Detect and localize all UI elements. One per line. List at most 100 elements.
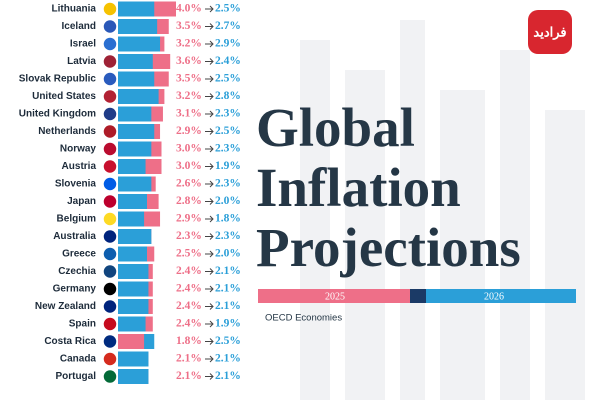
bar — [118, 36, 161, 52]
flag — [102, 351, 118, 367]
arrow — [205, 233, 214, 240]
arrow — [205, 40, 214, 48]
flag — [102, 106, 118, 122]
value-label: 2.3% — [215, 178, 241, 190]
country-label: Netherlands — [38, 126, 96, 137]
value-label: 2.6% — [176, 178, 202, 190]
bar — [118, 211, 145, 227]
bar — [118, 159, 146, 174]
value-label: 3.1% — [176, 108, 202, 120]
arrow — [205, 110, 214, 118]
value-label: 2.4% — [176, 318, 202, 330]
arrow — [205, 5, 214, 13]
arrow — [205, 355, 214, 363]
watermark-logo — [528, 10, 572, 54]
arrow — [205, 215, 214, 223]
flag — [102, 36, 118, 52]
arrow — [205, 163, 214, 170]
value-label: 2.5% — [215, 125, 241, 137]
bar — [118, 281, 149, 297]
flag — [102, 176, 118, 192]
arrow — [205, 338, 214, 345]
arrow — [205, 303, 214, 310]
bar — [118, 351, 149, 367]
value-label: 1.8% — [215, 213, 241, 225]
value-label: 2.4% — [176, 300, 202, 312]
legend-swatch — [412, 289, 576, 303]
value-label: 2.9% — [215, 38, 241, 50]
arrow — [205, 320, 214, 328]
flag — [102, 228, 118, 245]
flag — [102, 263, 118, 280]
value-label: 1.8% — [176, 335, 202, 347]
country-label: Spain — [69, 319, 96, 330]
country-label: Germany — [53, 284, 97, 295]
value-label: 2.3% — [215, 230, 241, 242]
bar — [118, 1, 155, 17]
bar — [118, 54, 153, 69]
value-label: 3.2% — [176, 38, 202, 50]
legend-label: 2025 — [325, 291, 345, 302]
value-label: 2.5% — [176, 248, 202, 260]
bar — [118, 176, 152, 192]
arrow — [205, 23, 214, 30]
value-label: 3.6% — [176, 55, 202, 67]
country-label: Australia — [53, 231, 96, 242]
legend-label: 2026 — [484, 291, 504, 302]
value-label: 2.3% — [215, 108, 241, 120]
value-label: 3.0% — [176, 160, 202, 172]
arrow — [205, 180, 214, 188]
bar — [118, 369, 149, 384]
flag — [102, 333, 118, 350]
country-label: Portugal — [55, 371, 96, 382]
country-label: Lithuania — [52, 4, 97, 15]
bar — [118, 229, 152, 244]
country-label: Czechia — [58, 266, 96, 277]
flag — [102, 158, 118, 175]
flag — [102, 193, 118, 210]
bar — [118, 19, 158, 34]
value-label: 2.3% — [215, 143, 241, 155]
arrow — [205, 58, 214, 65]
value-label: 2.4% — [176, 283, 202, 295]
value-label: 2.1% — [215, 353, 241, 365]
value-label: 2.0% — [215, 248, 241, 260]
country-label: Belgium — [57, 214, 97, 225]
flag — [102, 246, 118, 262]
legend-swatch — [258, 289, 412, 303]
bar — [118, 316, 146, 332]
bar — [118, 106, 152, 122]
value-label: 3.2% — [176, 90, 202, 102]
value-label: 2.7% — [215, 20, 241, 32]
bar — [118, 264, 149, 279]
country-label: Costa Rica — [44, 336, 96, 347]
value-label: 2.1% — [215, 370, 241, 382]
bar — [118, 299, 149, 314]
country-label: United Kingdom — [19, 109, 96, 120]
flag — [102, 123, 118, 140]
value-label: 2.4% — [215, 55, 241, 67]
flag — [102, 53, 118, 70]
flag — [102, 281, 118, 297]
flag — [102, 141, 118, 157]
value-label: 3.0% — [176, 143, 202, 155]
country-label: Japan — [67, 196, 96, 207]
value-label: 2.1% — [215, 283, 241, 295]
country-label: Greece — [62, 249, 96, 260]
arrow — [205, 128, 214, 135]
value-label: 3.5% — [176, 73, 202, 85]
value-label: 2.4% — [176, 265, 202, 277]
flag — [102, 211, 118, 227]
rows: Lithuania 4.0% 2.5% Iceland 3.5% 2.7% Israel 3.… — [19, 1, 241, 385]
country-label: Iceland — [62, 21, 96, 32]
value-label: 2.5% — [215, 3, 241, 15]
bar — [118, 124, 155, 139]
bar — [118, 246, 147, 262]
value-label: 2.8% — [215, 90, 241, 102]
country-label: Slovenia — [55, 179, 97, 190]
flag — [102, 1, 118, 17]
value-label: 4.0% — [176, 3, 202, 15]
value-label: 2.3% — [176, 230, 202, 242]
value-label: 2.1% — [215, 300, 241, 312]
